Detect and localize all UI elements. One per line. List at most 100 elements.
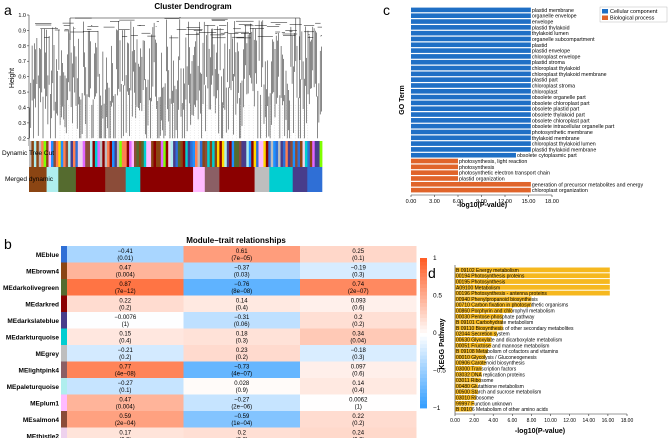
go-bar-label: thylakoid lumen <box>532 31 569 37</box>
heatmap-pval-label: (0.01) <box>117 256 133 262</box>
merged-dynamic-cell <box>105 167 126 192</box>
dynamic-tree-cut-cell <box>70 141 74 167</box>
dynamic-tree-cut-cell <box>126 141 130 167</box>
heatmap-cell <box>300 345 417 362</box>
dynamic-tree-cut-cell <box>287 141 291 167</box>
heatmap-pval-label: (0.9) <box>236 388 248 394</box>
dynamic-tree-cut-cell <box>146 141 149 167</box>
module-color-swatch <box>61 262 67 279</box>
kegg-bar-label: 00710 Carbon fixation in photosynthetic … <box>456 303 569 309</box>
dynamic-tree-cut-cell <box>107 141 110 167</box>
go-bar <box>411 152 516 158</box>
kegg-bar-label: 00940 Phenylpropanoid biosynthesis <box>456 297 538 303</box>
go-legend-label: Biological process <box>610 16 655 22</box>
dynamic-tree-cut-cell <box>112 141 115 167</box>
dynamic-tree-cut-cell <box>51 141 54 167</box>
heatmap-cell <box>300 328 417 345</box>
go-x-tick-label: 6.00 <box>453 199 464 205</box>
colorbar-segment <box>420 404 427 409</box>
kegg-bar-label: 00500 Starch and sucrose metabolism <box>456 390 541 396</box>
go-bar <box>411 187 531 193</box>
heatmap-pval-label: (0.6) <box>352 372 364 378</box>
heatmap-pval-label: (8e−08) <box>231 289 252 295</box>
kegg-bar <box>455 284 610 290</box>
dynamic-tree-cut-cell <box>290 141 294 167</box>
kegg-bar-label: B 09108 Metabolism of cofactors and vita… <box>456 349 559 355</box>
merged-dynamic-cell <box>125 167 141 192</box>
dynamic-tree-cut-cell <box>151 141 154 167</box>
go-bar <box>411 106 531 112</box>
colorbar-tick-label: 0 <box>433 330 437 337</box>
go-x-tick-label: 12.00 <box>498 199 512 205</box>
panel-letter-b: b <box>4 236 12 252</box>
dynamic-tree-cut-cell <box>241 141 245 167</box>
merged-dynamic-cell <box>29 167 47 192</box>
dynamic-tree-cut-cell <box>31 141 35 167</box>
colorbar-segment <box>420 306 427 311</box>
kegg-bar-label: 99997 Function unknown <box>456 401 512 407</box>
colorbar-segment <box>420 333 427 338</box>
go-bar-label: obsolete chloroplast part <box>532 118 590 124</box>
kegg-bar-label: 00010 Glycolysis / Gluconeogenesis <box>456 355 537 361</box>
colorbar-tick-label: −0.5 <box>433 368 446 375</box>
heatmap-pval-label: (0.1) <box>119 388 131 394</box>
module-row-label: MEdarkred <box>25 301 59 308</box>
heatmap-corr-label: −0.59 <box>234 414 250 420</box>
colorbar-segment <box>420 348 427 353</box>
colorbar-segment <box>420 370 427 375</box>
go-bar-label: plastid envelope <box>532 49 570 55</box>
dynamic-tree-cut-cell <box>87 141 91 167</box>
kegg-bar-label: 00480 Glutathione metabolism <box>456 384 524 390</box>
dynamic-tree-cut-cell <box>134 141 137 167</box>
go-bar <box>411 164 458 170</box>
dynamic-tree-cut-cell <box>148 141 152 167</box>
go-bar <box>411 129 531 135</box>
go-bar-label: obsolete organelle part <box>532 95 586 101</box>
dendrogram-branches <box>29 17 322 139</box>
kegg-bar <box>455 366 482 371</box>
dendrogram-ylabel: Height <box>9 68 16 88</box>
dynamic-tree-cut-cell <box>273 141 276 167</box>
dynamic-tree-cut-cell <box>221 141 225 167</box>
kegg-ylabel: KEGG Pathway <box>439 318 446 369</box>
kegg-bar <box>455 377 481 383</box>
colorbar-segment <box>420 366 427 371</box>
dynamic-tree-cut-cell <box>143 141 147 167</box>
kegg-bar <box>455 296 532 302</box>
colorbar-segment <box>420 351 427 356</box>
go-bar <box>411 147 531 152</box>
kegg-bar-label: 00196 Photosynthesis - antenna proteins <box>456 291 547 297</box>
panel-letter-c: c <box>383 2 390 18</box>
dynamic-tree-cut-cell <box>46 141 49 167</box>
heatmap-pval-label: (0.2) <box>236 355 248 361</box>
dynamic-tree-cut-cell <box>312 141 315 167</box>
y-tick-label: 0.8 <box>18 44 26 50</box>
module-row-label: MEgrey <box>36 351 60 358</box>
module-color-swatch <box>61 427 67 438</box>
module-color-swatch <box>61 295 67 312</box>
dynamic-tree-cut-cell <box>85 141 88 167</box>
module-row-label: MEplum1 <box>30 400 59 407</box>
kegg-x-tick-label: 2.00 <box>469 418 479 424</box>
heatmap-corr-label: 0.77 <box>119 365 131 371</box>
heatmap-cells: MEblue −0.41(0.01)0.61(7e−05)0.25(0.1)MEb… <box>3 246 417 438</box>
heatmap-cell <box>67 279 184 296</box>
kegg-bar <box>455 273 610 279</box>
heatmap-cell <box>67 411 184 428</box>
colorbar-segment <box>420 400 427 405</box>
heatmap-cell <box>67 427 184 438</box>
heatmap-corr-label: 0.2 <box>238 431 247 437</box>
dynamic-tree-cut-cell <box>55 141 59 167</box>
kegg-bar <box>455 308 513 313</box>
heatmap-corr-label: 0.17 <box>119 431 131 437</box>
heatmap-pval-label: (7e−05) <box>231 256 252 262</box>
dynamic-tree-cut-cell <box>217 141 220 167</box>
dynamic-tree-cut-cell <box>43 141 47 167</box>
heatmap-cell <box>183 378 300 395</box>
dynamic-tree-cut-cell <box>175 141 179 167</box>
module-row-label: MEpaleturquoise <box>7 384 60 391</box>
go-bar-label: obsolete cytoplasmic part <box>517 153 577 159</box>
kegg-bar <box>455 325 503 331</box>
module-color-swatch <box>61 378 67 395</box>
heatmap-corr-label: 0.22 <box>119 299 131 305</box>
